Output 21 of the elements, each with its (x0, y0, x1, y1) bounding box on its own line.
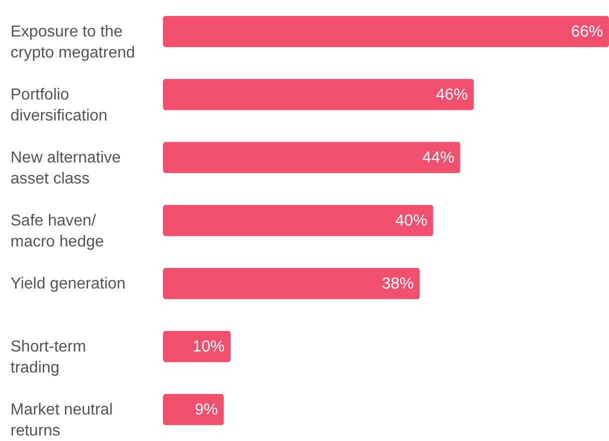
y-tick-label: New alternative asset class (10, 150, 121, 188)
data-label: 46% (436, 86, 468, 104)
bar (163, 394, 224, 426)
bar (163, 78, 474, 110)
data-label: 40% (395, 212, 428, 230)
bar (163, 142, 460, 174)
bar (163, 16, 609, 48)
data-label: 9% (194, 402, 218, 418)
y-tick-label: Market neutral returns (10, 402, 113, 440)
data-label: 10% (192, 338, 225, 356)
y-tick-label: Exposure to the crypto megatrend (10, 24, 136, 62)
data-label: 38% (382, 276, 414, 292)
data-label: 66% (570, 24, 603, 40)
data-label: 44% (422, 150, 454, 166)
y-tick-label: Short-term trading (10, 338, 86, 376)
bar (163, 268, 420, 300)
bar (163, 330, 231, 362)
y-tick-label: Yield generation (10, 276, 126, 292)
y-tick-label: Portfolio diversification (10, 86, 108, 124)
y-tick-label: Safe haven/ macro hedge (10, 212, 104, 250)
bar (163, 204, 434, 236)
